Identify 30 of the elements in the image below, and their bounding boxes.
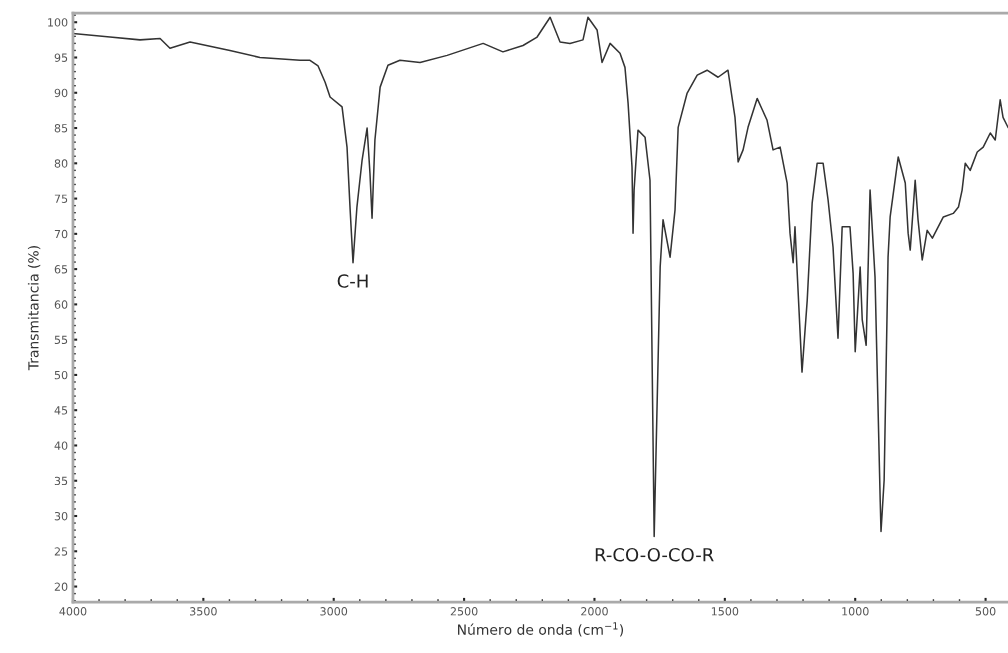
y-tick-label: 55 [54,335,68,345]
y-tick-label: 40 [54,441,68,450]
x-tick-label: 2000 [581,607,608,616]
y-tick-label: 90 [54,88,68,98]
annotation: C-H [337,274,368,288]
annotation: R-CO-O-CO-R [595,547,714,562]
x-tick-label: 3500 [190,607,217,616]
y-tick-label: 60 [54,300,68,309]
y-tick-label: 20 [54,582,68,591]
y-tick-label: 75 [54,194,68,203]
y-tick-label: 35 [54,476,68,486]
line-series [72,16,1008,538]
x-tick-label: 1500 [711,607,739,616]
x-tick-label: 1000 [842,607,869,616]
y-tick-label: 100 [48,18,68,27]
y-tick-label: 50 [54,370,68,380]
y-tick-label: 80 [54,159,68,168]
x-tick-label: 4000 [59,607,87,616]
y-tick-label: 30 [54,511,68,521]
x-axis-title: Número de onda (cm$^{−1}$) [458,622,624,637]
y-tick-label: 25 [54,547,68,556]
y-tick-label: 70 [54,229,68,239]
y-axis-title: Transmitancia (%) [27,246,41,371]
y-tick-label: 95 [54,53,68,62]
y-tick-label: 65 [54,265,68,274]
x-tick-label: 2500 [450,607,478,616]
x-tick-label: 3000 [320,607,348,616]
y-tick-label: 85 [54,124,68,133]
x-tick-label: 500 [975,607,996,616]
y-tick-label: 45 [54,406,68,415]
